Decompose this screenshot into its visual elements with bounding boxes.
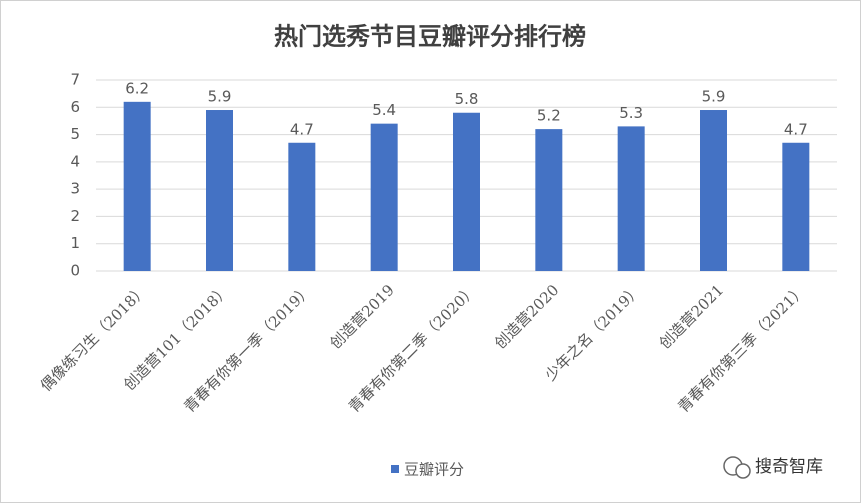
bar [288, 142, 316, 271]
data-label: 5.2 [537, 107, 561, 125]
bar [617, 126, 645, 271]
chart-title: 热门选秀节目豆瓣评分排行榜 [274, 22, 586, 51]
bar [535, 129, 563, 271]
data-label: 5.3 [619, 104, 643, 122]
watermark-text: 搜奇智库 [755, 457, 823, 477]
y-tick-label: 1 [70, 234, 80, 252]
data-label: 5.4 [372, 101, 396, 119]
data-label: 5.9 [208, 88, 232, 106]
y-tick-label: 3 [70, 180, 80, 198]
legend-swatch [391, 465, 399, 473]
y-tick-label: 0 [70, 262, 80, 280]
data-label: 5.8 [455, 90, 479, 108]
bar [700, 110, 727, 271]
bar [782, 142, 810, 271]
bar [123, 101, 151, 271]
bar [206, 110, 233, 271]
data-label: 4.7 [290, 120, 314, 138]
y-tick-label: 4 [70, 152, 80, 170]
y-tick-label: 2 [70, 207, 80, 225]
data-label: 5.9 [702, 88, 726, 106]
bar [370, 123, 398, 272]
y-tick-label: 7 [70, 71, 80, 89]
y-tick-label: 5 [70, 125, 80, 143]
bar [453, 112, 480, 271]
y-tick-label: 6 [70, 98, 80, 116]
watermark: 搜奇智库 [723, 456, 823, 479]
watermark-icon [735, 463, 751, 479]
data-label: 6.2 [125, 79, 149, 97]
data-label: 4.7 [784, 120, 808, 138]
legend-label: 豆瓣评分 [404, 461, 464, 479]
